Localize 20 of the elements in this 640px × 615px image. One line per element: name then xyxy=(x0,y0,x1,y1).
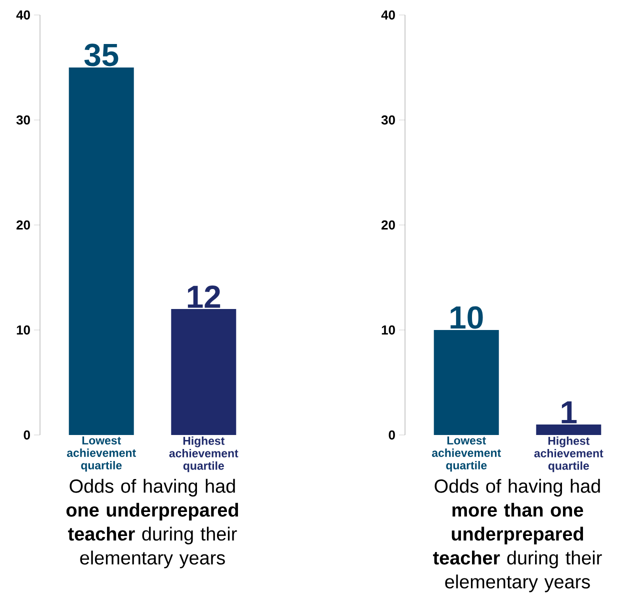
y-tick-label: 40 xyxy=(381,10,395,20)
data-label: 1 xyxy=(562,401,577,424)
y-tick-label: 20 xyxy=(16,220,30,230)
y-tick-label: 10 xyxy=(16,325,30,335)
x-tick-label: Highest achievement quartile xyxy=(534,436,604,472)
y-tick-label: 40 xyxy=(16,10,30,20)
y-tick-label: 30 xyxy=(16,115,30,125)
x-tick-label: Lowest achievement quartile xyxy=(66,436,136,472)
data-label: 12 xyxy=(188,286,220,308)
x-tick-label: Lowest achievement quartile xyxy=(432,436,501,472)
y-tick-label: 10 xyxy=(382,325,395,335)
data-label: 10 xyxy=(450,306,483,329)
y-tick-label: 0 xyxy=(24,430,30,440)
y-tick-label: 20 xyxy=(382,220,395,230)
data-label: 35 xyxy=(84,44,118,66)
y-tick-label: 0 xyxy=(388,430,395,440)
x-axis-title: Odds of having had one underprepared teacher during their elementary years xyxy=(66,478,238,568)
y-tick-label: 30 xyxy=(381,115,395,125)
x-axis-title: Odds of having had more than one underprepared teacher during their elementary years xyxy=(433,478,602,592)
x-tick-label: Highest achievement quartile xyxy=(169,436,238,472)
